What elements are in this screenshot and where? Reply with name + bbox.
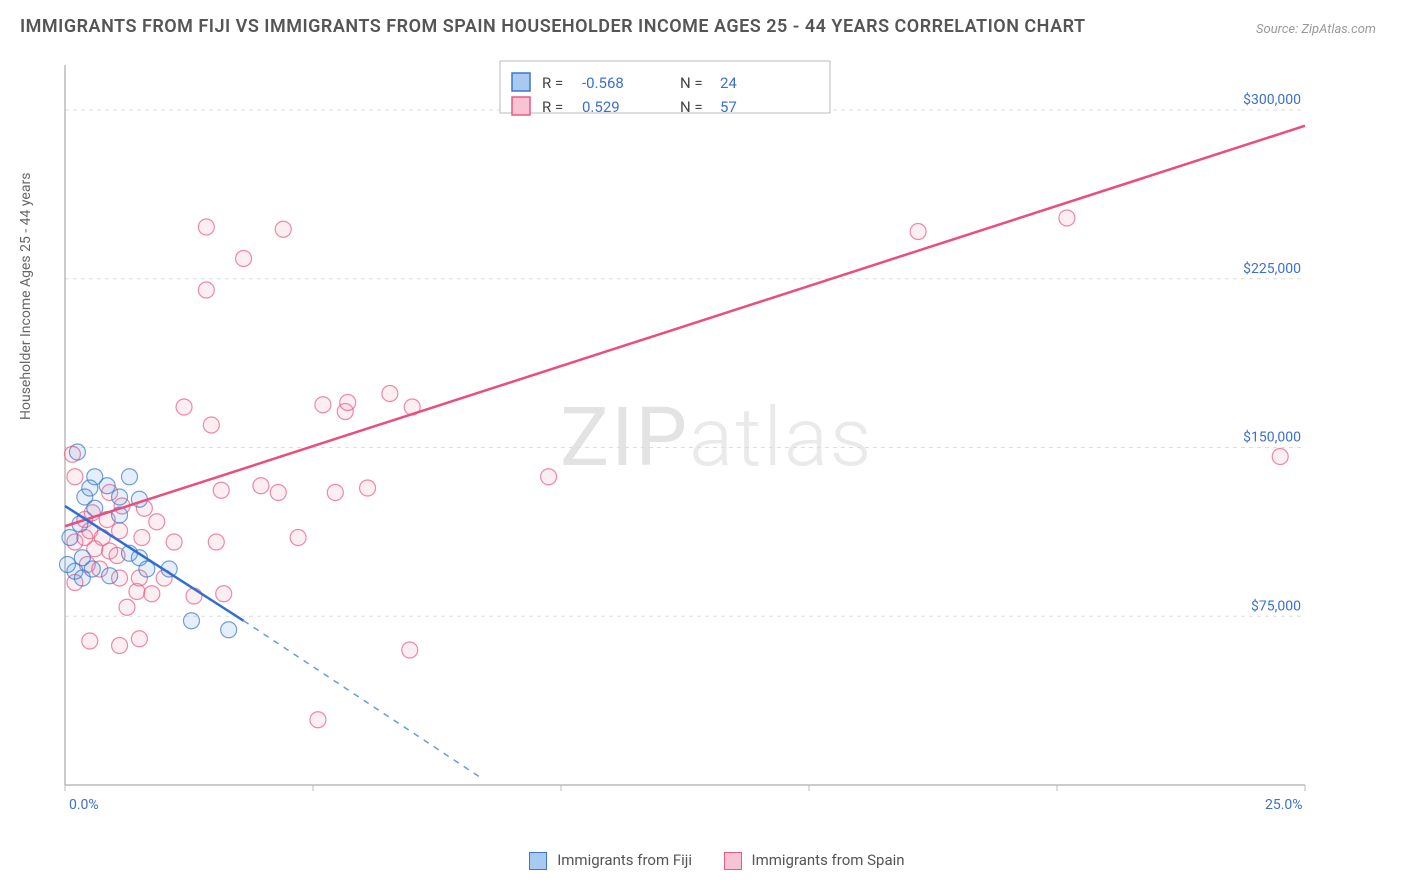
- legend-swatch: [512, 97, 530, 115]
- data-point-spain: [112, 638, 128, 654]
- data-point-fiji: [74, 550, 90, 566]
- data-point-spain: [910, 224, 926, 240]
- data-point-spain: [176, 399, 192, 415]
- data-point-spain: [402, 642, 418, 658]
- data-point-fiji: [74, 570, 90, 586]
- chart-title: IMMIGRANTS FROM FIJI VS IMMIGRANTS FROM …: [20, 16, 1086, 37]
- data-point-spain: [270, 485, 286, 501]
- legend-swatch: [512, 73, 530, 91]
- data-point-spain: [253, 478, 269, 494]
- y-tick-label: $225,000: [1243, 260, 1301, 277]
- data-point-spain: [315, 397, 331, 413]
- data-point-spain: [213, 482, 229, 498]
- legend-n-value: 57: [720, 98, 737, 116]
- data-point-fiji: [121, 469, 137, 485]
- legend-r-value: -0.568: [582, 74, 624, 92]
- data-point-spain: [131, 631, 147, 647]
- trendline-fiji-extrapolated: [244, 621, 482, 779]
- legend-swatch-fiji: [529, 852, 547, 870]
- x-tick-label: 0.0%: [69, 797, 99, 813]
- data-point-spain: [119, 599, 135, 615]
- data-point-fiji: [99, 478, 115, 494]
- legend-n-label: N =: [680, 74, 703, 92]
- legend-r-label: R =: [542, 74, 563, 92]
- data-point-fiji: [82, 480, 98, 496]
- data-point-spain: [208, 534, 224, 550]
- data-point-spain: [216, 586, 232, 602]
- data-point-spain: [198, 219, 214, 235]
- y-tick-label: $75,000: [1251, 597, 1301, 614]
- data-point-spain: [149, 514, 165, 530]
- y-tick-label: $150,000: [1243, 429, 1301, 446]
- data-point-fiji: [102, 568, 118, 584]
- chart-source: Source: ZipAtlas.com: [1256, 22, 1376, 37]
- data-point-spain: [203, 417, 219, 433]
- data-point-spain: [275, 221, 291, 237]
- legend-n-label: N =: [680, 98, 703, 116]
- data-point-fiji: [59, 557, 75, 573]
- data-point-spain: [1059, 210, 1075, 226]
- scatter-chart: $75,000 $150,000 $225,000 $300,000 0.0% 25.0%…: [55, 55, 1375, 825]
- data-point-spain: [360, 480, 376, 496]
- legend-label-spain: Immigrants from Spain: [751, 851, 904, 869]
- data-point-spain: [134, 530, 150, 546]
- y-axis-label: Householder Income Ages 25 - 44 years: [18, 173, 34, 420]
- data-point-spain: [67, 469, 83, 485]
- data-point-fiji: [221, 622, 237, 638]
- data-point-spain: [82, 633, 98, 649]
- x-tick-label: 25.0%: [1265, 797, 1303, 813]
- legend-n-value: 24: [720, 74, 737, 92]
- data-point-spain: [166, 534, 182, 550]
- data-point-fiji: [62, 530, 78, 546]
- data-point-spain: [1272, 449, 1288, 465]
- data-point-spain: [236, 251, 252, 267]
- chart-svg: $75,000 $150,000 $225,000 $300,000 0.0% 25.0%…: [55, 55, 1375, 825]
- y-tick-label: $300,000: [1243, 91, 1301, 108]
- data-point-spain: [198, 282, 214, 298]
- legend-label-fiji: Immigrants from Fiji: [557, 851, 692, 869]
- legend-r-label: R =: [542, 98, 563, 116]
- data-point-spain: [310, 712, 326, 728]
- data-point-spain: [382, 386, 398, 402]
- trendline-spain: [65, 126, 1305, 527]
- bottom-legend: Immigrants from Fiji Immigrants from Spa…: [0, 851, 1406, 870]
- data-point-spain: [186, 588, 202, 604]
- data-point-fiji: [69, 444, 85, 460]
- data-point-fiji: [112, 489, 128, 505]
- legend-r-value: 0.529: [582, 98, 620, 116]
- data-point-spain: [290, 530, 306, 546]
- data-point-spain: [541, 469, 557, 485]
- data-point-spain: [340, 395, 356, 411]
- legend-swatch-spain: [724, 852, 742, 870]
- data-point-fiji: [183, 613, 199, 629]
- data-point-spain: [144, 586, 160, 602]
- data-point-spain: [327, 485, 343, 501]
